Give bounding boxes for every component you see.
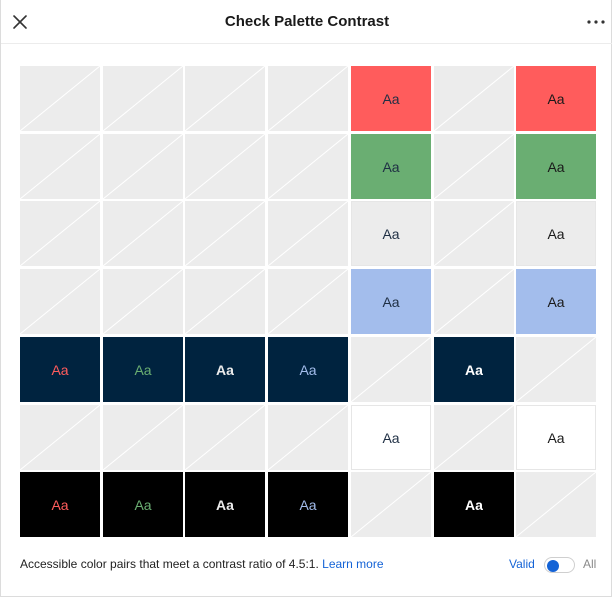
sample-text: Aa xyxy=(382,293,400,310)
sample-text: Aa xyxy=(134,361,152,378)
empty-cell xyxy=(434,405,514,470)
contrast-swatch[interactable]: Aa xyxy=(351,405,431,470)
sample-text: Aa xyxy=(547,158,565,175)
empty-cell xyxy=(351,472,431,537)
sample-text: Aa xyxy=(547,429,565,446)
empty-cell xyxy=(185,66,265,131)
contrast-swatch[interactable]: Aa xyxy=(516,66,596,131)
contrast-swatch[interactable]: Aa xyxy=(351,269,431,334)
contrast-swatch[interactable]: Aa xyxy=(434,337,514,402)
filter-valid-label[interactable]: Valid xyxy=(509,557,535,571)
contrast-swatch[interactable]: Aa xyxy=(103,337,183,402)
more-options-button[interactable] xyxy=(585,11,607,33)
sample-text: Aa xyxy=(299,361,317,378)
dialog-header: Check Palette Contrast xyxy=(1,0,612,44)
sample-text: Aa xyxy=(134,496,152,513)
sample-text: Aa xyxy=(382,158,400,175)
sample-text: Aa xyxy=(51,361,69,378)
empty-cell xyxy=(185,405,265,470)
sample-text: Aa xyxy=(465,496,483,513)
contrast-swatch[interactable]: Aa xyxy=(434,472,514,537)
close-button[interactable] xyxy=(9,11,31,33)
empty-cell xyxy=(434,134,514,199)
empty-cell xyxy=(20,201,100,266)
empty-cell xyxy=(103,66,183,131)
empty-cell xyxy=(20,66,100,131)
sample-text: Aa xyxy=(382,225,400,242)
sample-text: Aa xyxy=(382,429,400,446)
empty-cell xyxy=(20,269,100,334)
empty-cell xyxy=(434,201,514,266)
empty-cell xyxy=(351,337,431,402)
empty-cell xyxy=(20,134,100,199)
sample-text: Aa xyxy=(547,293,565,310)
empty-cell xyxy=(20,405,100,470)
empty-cell xyxy=(103,201,183,266)
contrast-swatch[interactable]: Aa xyxy=(103,472,183,537)
sample-text: Aa xyxy=(465,361,483,378)
empty-cell xyxy=(103,405,183,470)
empty-cell xyxy=(103,134,183,199)
footer-description-text: Accessible color pairs that meet a contr… xyxy=(20,557,323,571)
empty-cell xyxy=(434,66,514,131)
contrast-swatch[interactable]: Aa xyxy=(351,66,431,131)
empty-cell xyxy=(268,405,348,470)
contrast-swatch[interactable]: Aa xyxy=(351,134,431,199)
more-horizontal-icon xyxy=(587,20,605,24)
empty-cell xyxy=(185,134,265,199)
empty-cell xyxy=(268,134,348,199)
sample-text: Aa xyxy=(547,225,565,242)
sample-text: Aa xyxy=(216,361,234,378)
contrast-grid: Aa Aa Aa Aa Aa Aa Aa Aa Aa Aa Aa Aa Aa Aa Aa Aa Aa Aa Aa Aa xyxy=(20,66,600,540)
contrast-swatch[interactable]: Aa xyxy=(351,201,431,266)
valid-all-toggle[interactable] xyxy=(544,557,575,573)
learn-more-link[interactable]: Learn more xyxy=(322,557,384,571)
sample-text: Aa xyxy=(51,496,69,513)
filter-all-label[interactable]: All xyxy=(583,557,597,571)
empty-cell xyxy=(268,269,348,334)
contrast-swatch[interactable]: Aa xyxy=(268,337,348,402)
contrast-swatch[interactable]: Aa xyxy=(516,269,596,334)
footer-description: Accessible color pairs that meet a contr… xyxy=(20,557,384,571)
empty-cell xyxy=(268,66,348,131)
empty-cell xyxy=(516,337,596,402)
sample-text: Aa xyxy=(382,90,400,107)
contrast-swatch[interactable]: Aa xyxy=(20,337,100,402)
empty-cell xyxy=(103,269,183,334)
empty-cell xyxy=(516,472,596,537)
sample-text: Aa xyxy=(299,496,317,513)
sample-text: Aa xyxy=(216,496,234,513)
empty-cell xyxy=(434,269,514,334)
sample-text: Aa xyxy=(547,90,565,107)
close-icon xyxy=(13,15,27,29)
contrast-swatch[interactable]: Aa xyxy=(516,134,596,199)
empty-cell xyxy=(185,201,265,266)
contrast-swatch[interactable]: Aa xyxy=(516,201,596,266)
empty-cell xyxy=(268,201,348,266)
toggle-knob xyxy=(547,559,559,572)
contrast-swatch[interactable]: Aa xyxy=(268,472,348,537)
contrast-swatch[interactable]: Aa xyxy=(185,472,265,537)
contrast-swatch[interactable]: Aa xyxy=(185,337,265,402)
contrast-swatch[interactable]: Aa xyxy=(516,405,596,470)
contrast-swatch[interactable]: Aa xyxy=(20,472,100,537)
dialog-title: Check Palette Contrast xyxy=(224,13,390,30)
empty-cell xyxy=(185,269,265,334)
